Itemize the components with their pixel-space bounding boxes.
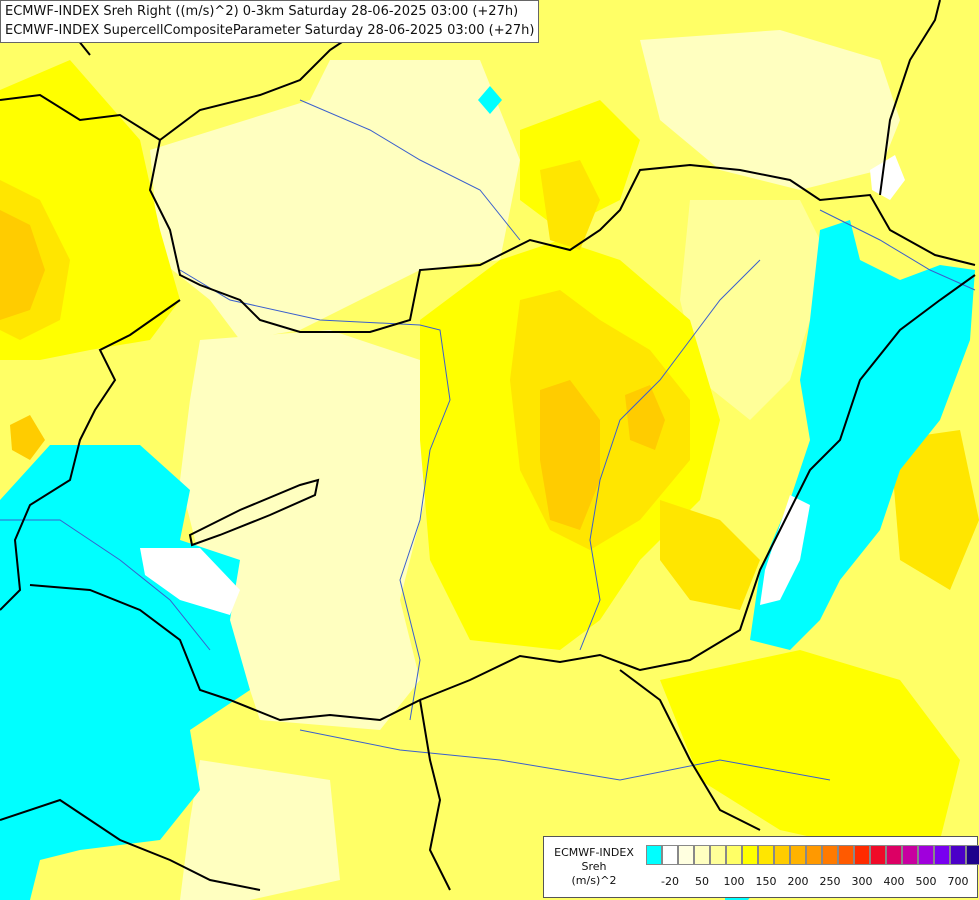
amber-regions	[0, 210, 665, 530]
legend-swatch	[710, 845, 726, 865]
north-east-light-zone	[640, 30, 900, 190]
legend-swatch	[870, 845, 886, 865]
legend-swatch	[742, 845, 758, 865]
legend-swatch	[806, 845, 822, 865]
east-white-patch	[760, 495, 810, 605]
west-small-amber	[10, 415, 45, 460]
border-north	[0, 93, 976, 333]
north-gold-zone	[540, 160, 600, 250]
border-west	[0, 299, 181, 611]
central-light-zone	[150, 60, 520, 340]
border-northeast	[879, 0, 941, 196]
legend-swatch	[678, 845, 694, 865]
legend-color-bar	[646, 845, 979, 865]
river-east	[819, 209, 976, 291]
light-yellow-regions	[150, 30, 900, 900]
legend-swatch	[886, 845, 902, 865]
river-tisza	[579, 259, 761, 651]
legend-tick: 100	[723, 875, 745, 888]
map-title-box: ECMWF-INDEX Sreh Right ((m/s)^2) 0-3km S…	[0, 0, 540, 43]
legend-tick: 400	[883, 875, 905, 888]
lake-balaton	[188, 478, 320, 547]
legend-tick: -20	[661, 875, 679, 888]
map-title-primary: ECMWF-INDEX Sreh Right ((m/s)^2) 0-3km S…	[5, 4, 519, 19]
river-north	[299, 99, 521, 241]
south-light-zone	[180, 760, 340, 900]
legend-source: ECMWF-INDEX	[554, 846, 634, 859]
legend-swatch	[934, 845, 950, 865]
river-south	[299, 729, 831, 781]
south-east-strong-zone	[660, 650, 960, 850]
legend-unit: (m/s)^2	[571, 874, 617, 887]
legend-variable: Sreh	[581, 860, 607, 873]
border-far-south	[0, 798, 261, 891]
negative-regions	[0, 86, 975, 900]
legend-tick: 150	[755, 875, 777, 888]
legend-swatch	[790, 845, 806, 865]
east-amber-zone	[625, 385, 665, 450]
legend-swatch	[758, 845, 774, 865]
legend-labels: ECMWF-INDEX Sreh (m/s)^2	[544, 846, 644, 888]
legend-swatch	[918, 845, 934, 865]
legend-swatch	[774, 845, 790, 865]
legend-swatch	[950, 845, 966, 865]
river-lines	[0, 99, 976, 781]
central-amber-zone	[540, 380, 600, 530]
legend-tick: 200	[787, 875, 809, 888]
east-negative-zone	[750, 220, 975, 650]
north-negative-diamond	[478, 86, 502, 114]
legend-tick: 700	[947, 875, 969, 888]
east-light-zone	[680, 200, 830, 420]
legend-swatch	[726, 845, 742, 865]
border-north-upper	[159, 29, 361, 141]
legend-tick: 250	[819, 875, 841, 888]
color-legend: ECMWF-INDEX Sreh (m/s)^2 -20 50 100 150 200 2…	[543, 836, 979, 898]
west-amber-zone	[0, 210, 45, 320]
legend-swatch	[662, 845, 678, 865]
east-gold-zone	[660, 500, 760, 610]
legend-tick: 300	[851, 875, 873, 888]
legend-tick: 500	[915, 875, 937, 888]
border-south-east	[619, 669, 761, 831]
plain-light-zone	[180, 330, 440, 730]
border-southwest	[29, 584, 451, 891]
legend-swatch	[694, 845, 710, 865]
west-white-patch	[140, 548, 240, 615]
legend-swatch	[966, 845, 979, 865]
river-danube	[179, 269, 451, 721]
legend-swatch	[902, 845, 918, 865]
legend-swatch	[854, 845, 870, 865]
border-south	[419, 274, 976, 701]
legend-swatch	[822, 845, 838, 865]
legend-tick-labels: -20 50 100 150 200 250 300 400 500 700	[646, 875, 976, 889]
legend-tick: 50	[695, 875, 709, 888]
river-west	[0, 519, 211, 651]
legend-swatch	[838, 845, 854, 865]
legend-swatch	[646, 845, 662, 865]
far-east-gold-zone	[890, 430, 979, 590]
map-title-secondary: ECMWF-INDEX SupercellCompositeParameter …	[5, 23, 535, 38]
north-east-white-patch	[870, 155, 905, 200]
